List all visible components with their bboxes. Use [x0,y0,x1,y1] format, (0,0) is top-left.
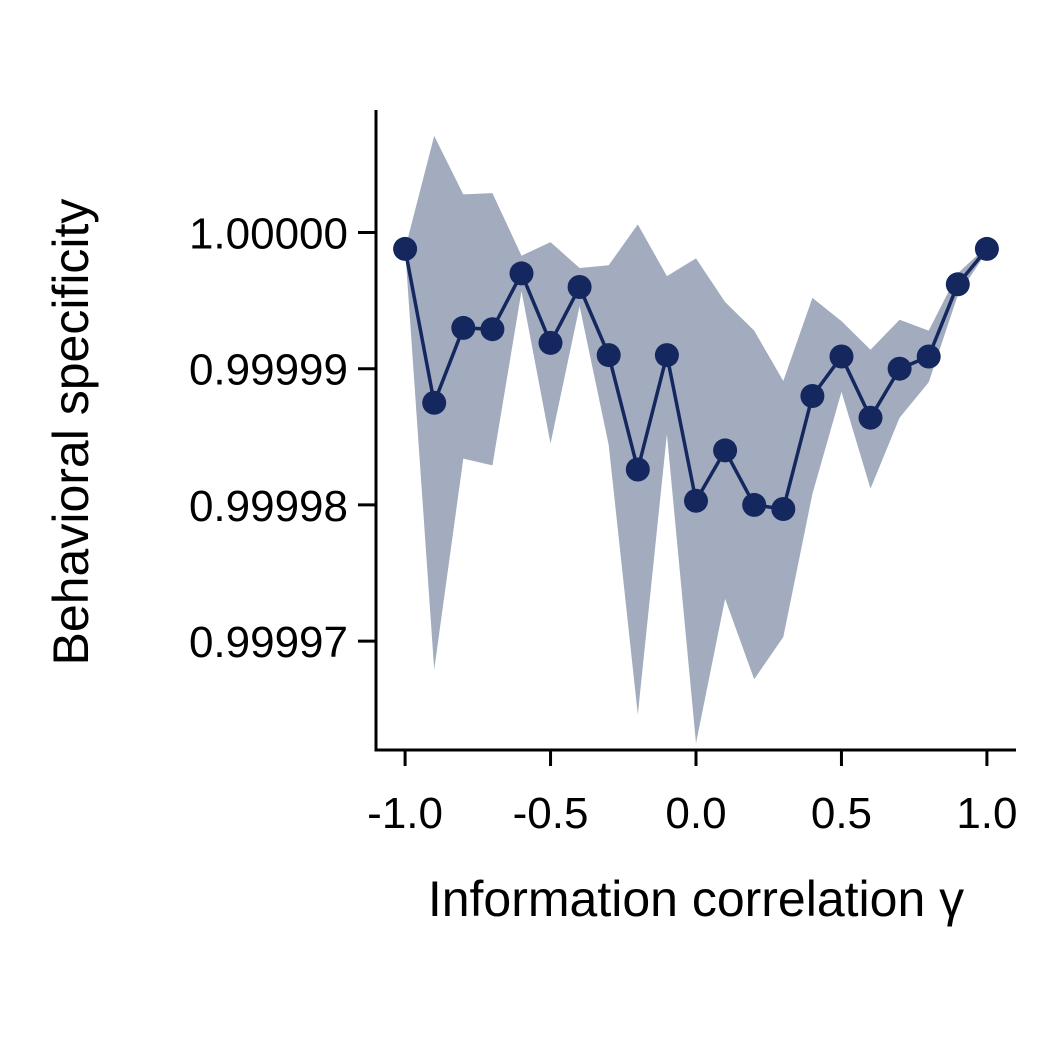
data-point [422,390,447,415]
data-point [538,330,563,355]
data-point [916,344,941,369]
data-point [742,492,767,517]
y-tick-label: 0.99997 [189,618,348,667]
y-tick-label: 1.00000 [189,210,348,259]
x-tick-label: 0.5 [811,789,872,838]
x-tick-label: 0.0 [665,789,726,838]
data-point [974,236,999,261]
data-point [771,497,796,521]
y-tick-label: 0.99998 [189,482,348,531]
data-point [654,343,679,368]
data-point [451,315,476,340]
x-tick-label: -1.0 [367,789,443,838]
x-tick-label: -0.5 [513,789,589,838]
data-point [480,317,505,342]
data-point [713,438,738,463]
data-point [858,405,883,430]
data-point [393,236,418,261]
data-point [567,275,592,299]
y-tick-label: 0.99999 [189,346,348,395]
data-point [509,261,534,286]
axes: -1.0 -0.5 0.0 0.5 1.0 0.99997 0.99998 0.99999 1.… [189,110,1017,838]
y-axis-title: Behavioral specificity [43,199,99,666]
data-point [887,356,912,381]
data-point [800,384,825,408]
plot-area [393,135,999,744]
x-axis-title: Information correlation γ [428,871,964,927]
data-point [625,457,650,482]
x-tick-label: 1.0 [956,789,1017,838]
data-point [596,343,621,368]
data-point [829,344,854,369]
confidence-band [405,135,987,744]
data-point [684,488,708,513]
data-point [945,272,970,297]
